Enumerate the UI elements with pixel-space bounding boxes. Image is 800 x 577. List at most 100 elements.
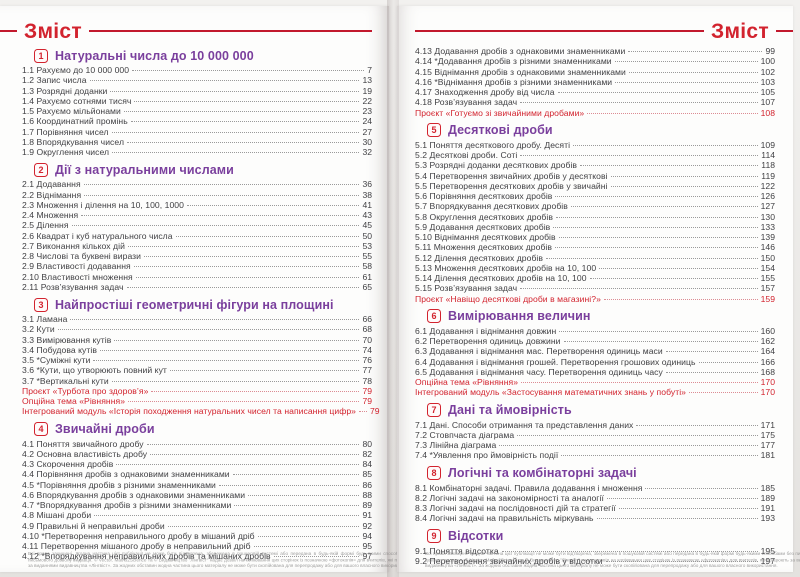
toc-entry-page-number: 88 (362, 489, 372, 500)
toc-entry-page-number: 79 (370, 406, 380, 417)
toc-entry-label: 2.3 Множення і ділення на 10, 100, 1000 (22, 199, 184, 210)
page-gutter-shadow (387, 0, 399, 577)
toc-entry-label: 5.14 Ділення десяткових дробів на 10, 10… (415, 273, 587, 283)
toc-entry-label: 5.6 Порівняння десяткових дробів (415, 191, 553, 201)
dot-leader (615, 81, 758, 83)
dot-leader (234, 505, 360, 506)
toc-entry-page-number: 79 (362, 396, 372, 406)
toc-entry: 2.6 Квадрат і куб натурального числа 50 (22, 231, 372, 241)
toc-entry-page-number: 108 (760, 107, 775, 118)
toc-entry-label: Опційна тема «Рівняння» (22, 396, 126, 406)
section-header: 7 Дані та ймовірність (427, 403, 775, 418)
toc-entry-label: 3.3 Вимірювання кутів (22, 334, 112, 345)
page-title: Зміст (711, 19, 769, 43)
toc-entry-page-number: 197 (760, 555, 775, 566)
toc-entry-page-number: 45 (362, 220, 372, 231)
section-number-badge: 6 (427, 309, 441, 324)
toc-entry-page-number: 86 (362, 479, 372, 490)
toc-entry: 3.6 *Кути, що утворюють повний кут 77 (22, 365, 372, 375)
toc-entry-page-number: 77 (362, 365, 372, 376)
section-number-badge: 3 (34, 297, 48, 312)
section-title: Дані та ймовірність (448, 403, 572, 417)
section-title: Відсотки (448, 529, 504, 543)
toc-entry-page-number: 181 (760, 450, 775, 461)
dot-leader (257, 535, 360, 537)
toc-entry: 3.2 Кути 68 (22, 324, 372, 334)
toc-entry: 9.1 Поняття відсотка 195 (415, 546, 775, 556)
section-number-badge: 4 (34, 422, 48, 436)
toc-entry: 4.3 Скорочення дробів 84 (22, 459, 372, 469)
toc-entry-label: 7.3 Лінійна діаграма (415, 440, 497, 450)
dot-leader (359, 411, 368, 413)
toc-entry-label: 9.1 Поняття відсотка (415, 545, 499, 556)
toc-entry-page-number: 126 (760, 191, 775, 201)
toc-entry-label: 3.1 Ламана (22, 314, 68, 324)
dot-leader (558, 237, 758, 238)
toc-entry-label: 4.18 Розв’язування задач (415, 97, 518, 108)
toc-entry-label: 1.5 Рахуємо мільйонами (22, 106, 121, 116)
toc-entry: 4.14 *Додавання дробів з різними знаменн… (415, 56, 775, 66)
section-title: Дії з натуральними числами (55, 162, 234, 177)
toc-entry: 5.1 Поняття десяткового дробу. Десяті 109 (415, 140, 775, 150)
dot-leader (135, 276, 360, 278)
dot-leader (645, 487, 758, 489)
dot-leader (84, 194, 360, 196)
toc-entry: 4.9 Правильні й неправильні дроби 92 (22, 521, 372, 531)
toc-entry-label: 4.5 *Порівняння дробів з різними знаменн… (22, 479, 216, 490)
toc-right: 4.13 Додавання дробів з однаковими знаме… (415, 46, 775, 566)
toc-entry-label: 6.3 Додавання і віднімання мас. Перетвор… (415, 346, 663, 357)
toc-entry-label: 5.9 Додавання десяткових дробів (415, 221, 551, 232)
toc-entry: 5.2 Десяткові дроби. Соті 114 (415, 150, 775, 160)
dot-leader (186, 204, 360, 206)
toc-entry-page-number: 30 (362, 136, 372, 147)
toc-entry: 2.1 Додавання 36 (22, 179, 372, 189)
toc-entry-label: Опційна тема «Рівняння» (415, 377, 519, 387)
toc-entry: 2.2 Віднімання 38 (22, 190, 372, 200)
toc-entry-page-number: 36 (362, 179, 372, 190)
toc-entry-page-number: 139 (760, 232, 775, 242)
page-header-left: Зміст (0, 19, 372, 43)
dot-leader (150, 453, 360, 455)
toc-entry-label: 4.6 Впорядкування дробів з однаковими зн… (22, 489, 246, 500)
section-number-badge: 2 (34, 162, 48, 177)
toc-entry-label: 5.5 Перетворення десяткових дробів у зви… (415, 180, 608, 191)
toc-entry: 4.17 Знаходження дробу від числа 105 (415, 87, 775, 97)
dot-leader (606, 497, 758, 499)
toc-entry: 2.11 Розв’язування задач 65 (22, 282, 372, 292)
dot-leader (111, 380, 360, 382)
page-left: Зміст 1 Натуральні числа до 10 000 000 1.1… (0, 6, 416, 572)
toc-entry-page-number: 170 (760, 377, 775, 387)
toc-entry-page-number: 68 (362, 324, 372, 335)
section-number-badge: 5 (427, 123, 441, 138)
toc-entry-label: 3.4 Побудова кутів (22, 344, 97, 355)
dot-leader (83, 184, 360, 186)
toc-entry-page-number: 80 (362, 438, 372, 449)
toc-entry-label: 4.2 Основна властивість дробу (22, 448, 148, 459)
section-header: 5 Десяткові дроби (427, 123, 775, 138)
dot-leader (563, 341, 758, 342)
toc-entry: 5.4 Перетворення звичайних дробів у деся… (415, 171, 775, 181)
toc-entry: 4.5 *Порівняння дробів з різними знаменн… (22, 480, 372, 490)
dot-leader (555, 216, 758, 218)
dot-leader (596, 518, 758, 520)
toc-entry: 4.10 *Перетворення неправильного дробу в… (22, 531, 372, 541)
toc-entry-label: 5.3 Розрядні доданки десяткових дробів (415, 160, 578, 171)
toc-entry-label: 4.16 *Віднімання дробів з різними знамен… (415, 76, 613, 87)
toc-entry-page-number: 175 (760, 429, 775, 440)
toc-entry-label: 3.5 *Суміжні кути (22, 355, 91, 365)
toc-entry-page-number: 103 (760, 76, 775, 87)
toc-entry: 4.4 Порівняння дробів з однаковими знаме… (22, 469, 372, 479)
dot-leader (589, 278, 758, 279)
toc-entry-label: 2.6 Квадрат і куб натурального числа (22, 230, 173, 241)
toc-entry: 5.15 Розв’язування задач 157 (415, 283, 775, 293)
toc-entry-label: 6.2 Перетворення одиниць довжини (415, 336, 561, 346)
toc-entry-label: 7.2 Стовпчаста діаграма (415, 429, 515, 440)
dot-leader (698, 361, 758, 363)
toc-entry-label: 2.2 Віднімання (22, 189, 82, 200)
toc-entry: Проєкт «Турбота про здоров’я» 79 (22, 386, 372, 396)
dot-leader (123, 111, 360, 112)
toc-entry-label: 8.4 Логічні задачі на правильність мірку… (415, 513, 594, 524)
toc-entry-label: Проєкт «Готуємо зі звичайними дробами» (415, 107, 585, 118)
toc-entry: 3.4 Побудова кутів 74 (22, 345, 372, 355)
toc-entry: 3.5 *Суміжні кути 76 (22, 355, 372, 365)
